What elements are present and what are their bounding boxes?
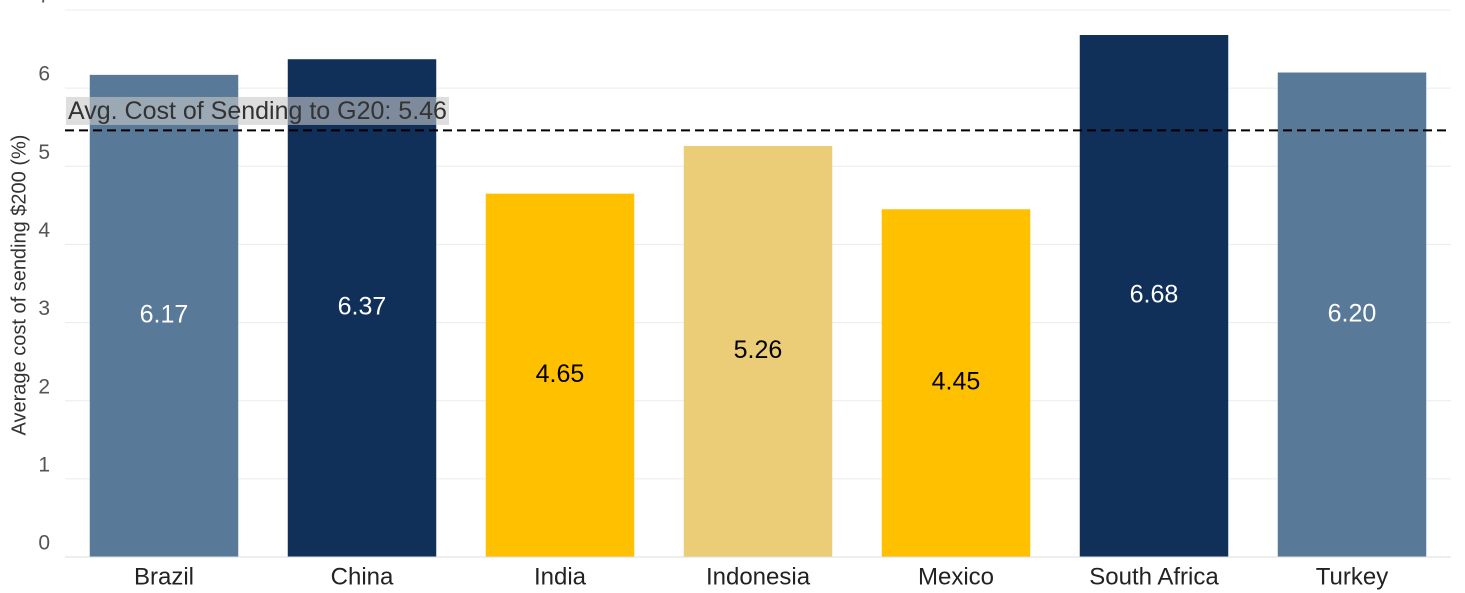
x-tick-label: Turkey (1316, 563, 1388, 590)
y-tick-label: 4 (38, 219, 50, 242)
data-label: 6.17 (140, 301, 189, 329)
y-tick-label: 0 (38, 532, 50, 555)
y-tick-label: 7 (38, 0, 50, 8)
data-label: 6.20 (1328, 299, 1377, 327)
y-tick-label: 1 (38, 453, 50, 476)
x-tick-label: South Africa (1089, 563, 1219, 590)
y-tick-label: 5 (38, 141, 50, 164)
bar (287, 59, 437, 557)
x-tick-label: India (534, 563, 587, 590)
bar (89, 74, 239, 557)
y-tick-label: 3 (38, 297, 50, 320)
bar (881, 209, 1031, 557)
data-label: 6.68 (1130, 281, 1179, 309)
x-tick-label: China (331, 563, 394, 590)
bar (485, 193, 635, 557)
data-label: 5.26 (734, 336, 783, 364)
data-label: 6.37 (338, 293, 387, 321)
x-tick-label: Mexico (918, 563, 994, 590)
y-tick-label: 6 (38, 63, 50, 86)
bar (683, 145, 833, 557)
bar (1079, 35, 1229, 557)
data-label: 4.65 (536, 360, 585, 388)
x-tick-label: Indonesia (706, 563, 811, 590)
y-tick-label: 2 (38, 375, 50, 398)
data-label: 4.45 (932, 368, 981, 396)
reference-label: Avg. Cost of Sending to G20: 5.46 (68, 97, 447, 125)
y-axis-label: Average cost of sending $200 (%) (8, 135, 30, 436)
bar (1277, 72, 1427, 557)
x-tick-label: Brazil (134, 563, 194, 590)
reference-label-bg (66, 96, 449, 125)
